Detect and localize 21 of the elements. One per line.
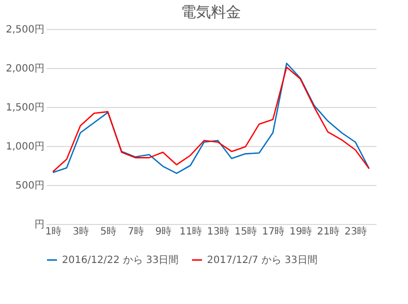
x-tick-label: 11時 bbox=[180, 226, 202, 238]
y-tick-label: 円 bbox=[34, 220, 44, 230]
legend-label: 2016/12/22 から 33日間 bbox=[62, 255, 179, 266]
x-tick-label: 17時 bbox=[262, 226, 285, 238]
y-tick-label: 2,500円 bbox=[6, 24, 44, 36]
x-tick-label: 23時 bbox=[344, 226, 368, 238]
x-tick-label: 7時 bbox=[128, 226, 144, 238]
legend-label: 2017/12/7 から 33日間 bbox=[207, 255, 318, 266]
y-tick-label: 1,500円 bbox=[6, 102, 44, 114]
x-tick-label: 3時 bbox=[72, 226, 90, 238]
x-tick-label: 9時 bbox=[155, 226, 172, 238]
x-tick-label: 15時 bbox=[234, 226, 258, 238]
y-tick-label: 1,000円 bbox=[6, 142, 44, 152]
y-tick-label: 2,000円 bbox=[6, 64, 44, 74]
x-tick-label: 5時 bbox=[100, 226, 117, 238]
chart-title: 電気料金 bbox=[181, 3, 241, 21]
x-tick-label: 19時 bbox=[290, 226, 312, 238]
x-tick-label: 13時 bbox=[207, 226, 230, 238]
y-tick-label: 500円 bbox=[15, 180, 44, 192]
x-tick-label: 1時 bbox=[45, 226, 62, 238]
x-tick-label: 21時 bbox=[317, 226, 340, 238]
